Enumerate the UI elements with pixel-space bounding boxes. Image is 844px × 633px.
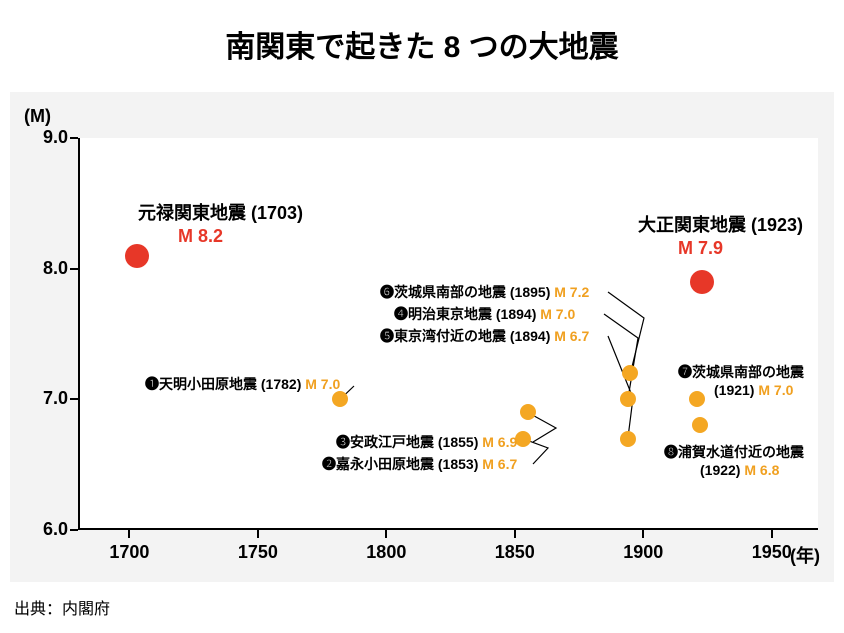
data-point <box>520 404 536 420</box>
x-tick <box>128 530 130 538</box>
y-tick-label: 6.0 <box>28 519 68 540</box>
x-tick <box>257 530 259 538</box>
annotation-p5: ❺東京湾付近の地震 (1894) M 6.7 <box>380 328 589 346</box>
y-tick <box>70 529 78 531</box>
y-axis <box>78 138 80 530</box>
x-tick <box>771 530 773 538</box>
annotation-p3: ❸安政江戸地震 (1855) M 6.9 <box>336 434 517 452</box>
x-tick-label: 1850 <box>485 542 545 563</box>
x-tick-label: 1800 <box>356 542 416 563</box>
source-text: 出典：内閣府 <box>14 595 110 619</box>
plot-area: 元禄関東地震 (1703)M 8.2 大正関東地震 (1923)M 7.9 ❶天明小… <box>78 138 818 530</box>
annotation-p8: ❽浦賀水道付近の地震(1922) M 6.8 <box>664 444 804 479</box>
x-tick <box>514 530 516 538</box>
x-tick-label: 1950 <box>742 542 802 563</box>
leader-line <box>604 314 638 399</box>
y-tick <box>70 137 78 139</box>
data-point <box>620 431 636 447</box>
y-tick <box>70 268 78 270</box>
annotation-taisho: 大正関東地震 (1923)M 7.9 <box>638 214 803 259</box>
x-tick-label: 1700 <box>99 542 159 563</box>
annotation-genroku: 元禄関東地震 (1703)M 8.2 <box>138 202 303 247</box>
x-tick <box>642 530 644 538</box>
data-point <box>690 270 714 294</box>
leader-line <box>608 336 633 439</box>
x-axis <box>78 528 818 530</box>
data-point <box>332 391 348 407</box>
y-axis-title: (M) <box>24 106 51 127</box>
annotation-p2: ❷嘉永小田原地震 (1853) M 6.7 <box>322 456 517 474</box>
data-point <box>620 391 636 407</box>
data-point <box>125 244 149 268</box>
annotation-p1: ❶天明小田原地震 (1782) M 7.0 <box>145 376 340 394</box>
x-tick-label: 1750 <box>228 542 288 563</box>
annotation-p7: ❼茨城県南部の地震(1921) M 7.0 <box>678 364 804 399</box>
y-tick-label: 8.0 <box>28 258 68 279</box>
x-tick-label: 1900 <box>613 542 673 563</box>
annotation-p6: ❻茨城県南部の地震 (1895) M 7.2 <box>380 284 589 302</box>
chart-title: 南関東で起きた 8 つの大地震 <box>0 0 844 66</box>
data-point <box>622 365 638 381</box>
annotation-p4: ❹明治東京地震 (1894) M 7.0 <box>394 306 575 324</box>
y-tick-label: 7.0 <box>28 388 68 409</box>
chart-panel: (M) 元禄関東地震 (1703)M 8.2 大正関東地震 (1923)M 7.9… <box>10 92 834 582</box>
x-tick <box>385 530 387 538</box>
y-tick-label: 9.0 <box>28 127 68 148</box>
leader-line <box>608 292 644 373</box>
y-tick <box>70 398 78 400</box>
data-point <box>692 417 708 433</box>
